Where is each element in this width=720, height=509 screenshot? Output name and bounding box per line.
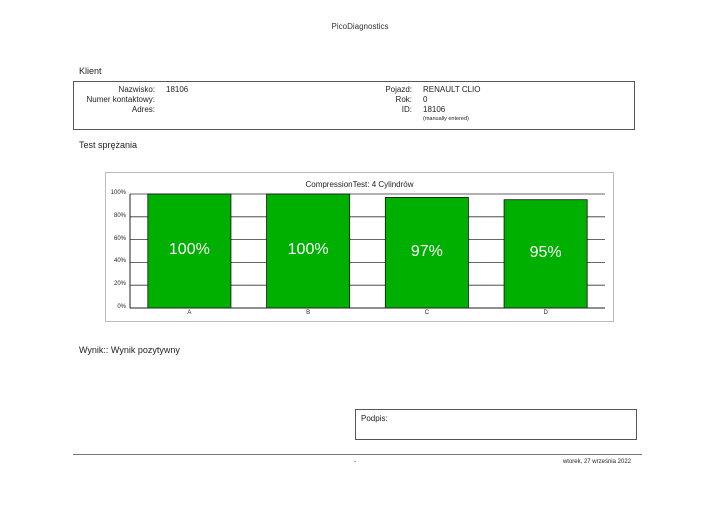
x-tick-label: B — [306, 310, 311, 316]
x-tick-label: D — [543, 310, 548, 316]
footer-divider — [73, 454, 642, 455]
y-tick-label: 0% — [117, 304, 126, 310]
vehicle-label: Pojazd: — [385, 85, 412, 94]
vehicle-value: RENAULT CLIO — [423, 85, 481, 94]
bar-C — [384, 197, 469, 309]
bar-B — [266, 193, 351, 309]
footer-page: - — [354, 459, 356, 465]
year-value: 0 — [423, 95, 428, 104]
client-heading: Klient — [79, 66, 102, 76]
chart-frame — [105, 172, 614, 322]
y-tick-label: 100% — [110, 190, 126, 196]
x-tick-label: C — [424, 310, 430, 316]
app-title: PicoDiagnostics — [331, 22, 389, 31]
id-label: ID: — [401, 105, 412, 114]
bar-A — [147, 193, 232, 309]
chart-title: CompressionTest: 4 Cylindrów — [305, 180, 414, 189]
y-tick-label: 80% — [113, 212, 126, 219]
bar-value-label: 95% — [529, 243, 562, 261]
test-heading: Test sprężania — [79, 140, 138, 150]
signature-box — [355, 409, 637, 440]
y-tick-label: 40% — [113, 258, 126, 265]
bar-D — [503, 199, 588, 309]
result-text: Wynik:: Wynik pozytywny — [79, 345, 180, 355]
address-label: Adres: — [131, 105, 155, 114]
contact-label: Numer kontaktowy: — [86, 95, 155, 104]
footer-date: wtorek, 27 września 2022 — [562, 459, 631, 465]
client-info-box — [73, 81, 635, 130]
y-tick-label: 20% — [113, 281, 126, 288]
signature-label: Podpis: — [361, 414, 388, 423]
y-tick-label: 60% — [113, 235, 126, 242]
year-label: Rok: — [395, 95, 412, 104]
surname-value: 18106 — [166, 85, 189, 94]
x-tick-label: A — [187, 310, 192, 316]
bar-value-label: 100% — [168, 241, 210, 258]
bar-value-label: 100% — [287, 241, 329, 258]
axes — [129, 194, 605, 309]
bars — [147, 193, 588, 309]
surname-label: Nazwisko: — [118, 85, 155, 94]
bar-value-label: 97% — [410, 242, 443, 260]
id-value: 18106 — [423, 105, 446, 114]
id-note: (manually entered) — [423, 116, 469, 122]
